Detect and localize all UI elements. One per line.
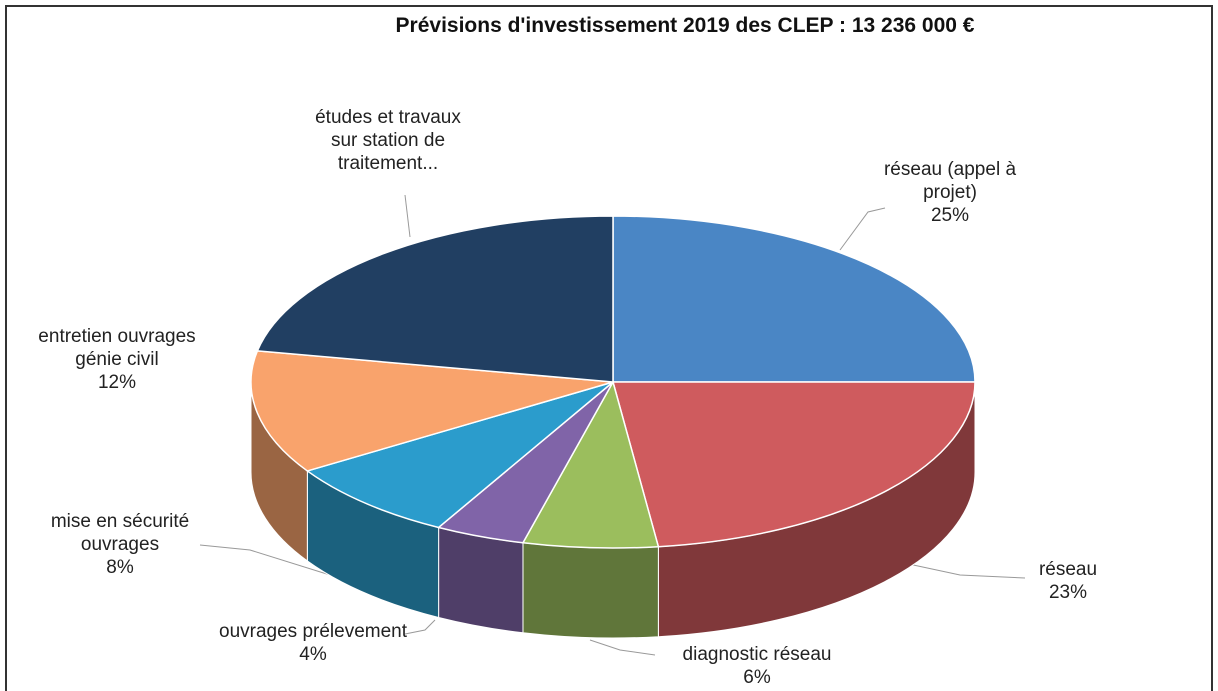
slice (521, 380, 660, 549)
value-label: 25% (930, 205, 970, 226)
slice-side (522, 542, 659, 639)
category-label: réseau (1038, 559, 1098, 580)
data-label: mise en sécurité ouvrages 8% (51, 510, 189, 579)
slice (612, 381, 976, 548)
category-label: réseau (appel à projet) (883, 159, 1017, 203)
category-label: entretien ouvrages génie civil (38, 326, 196, 370)
slice-tops (250, 215, 976, 549)
leader (404, 619, 436, 635)
leader (199, 544, 331, 576)
category-label: mise en sécurité ouvrages (50, 511, 190, 555)
value-label: 8% (106, 557, 134, 578)
leader (404, 194, 411, 238)
slice (612, 215, 976, 383)
slice-sides (250, 381, 976, 639)
data-label: entretien ouvrages génie civil 12% (38, 325, 195, 394)
slice-side (438, 526, 524, 634)
leader (589, 639, 656, 656)
leader (839, 207, 886, 251)
data-label: ouvrages prélevement 4% (219, 620, 407, 666)
data-label: études et travaux sur station de traitem… (315, 106, 461, 175)
category-label: ouvrages prélevement (219, 621, 407, 642)
value-label: 4% (299, 644, 327, 665)
value-label: 6% (743, 667, 771, 688)
slice (256, 215, 614, 383)
value-label: 23% (1048, 582, 1088, 603)
value-label: 12% (97, 372, 137, 393)
category-label: diagnostic réseau (682, 644, 832, 665)
category-label: études et travaux sur station de traitem… (315, 107, 461, 174)
slice (250, 350, 614, 472)
frame (5, 5, 1213, 691)
data-label: diagnostic réseau 6% (683, 643, 832, 689)
chart-title: Prévisions d'investissement 2019 des CLE… (396, 14, 975, 37)
data-label: réseau 23% (1039, 558, 1097, 604)
slice (305, 381, 614, 529)
data-label: réseau (appel à projet) 25% (884, 158, 1016, 227)
